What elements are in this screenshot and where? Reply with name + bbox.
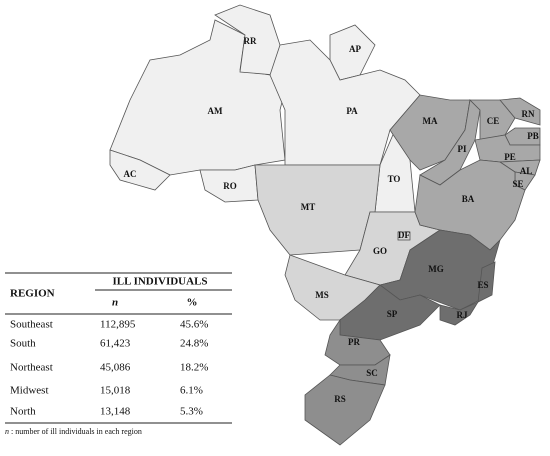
state: [397, 231, 411, 241]
map: [109, 4, 541, 446]
state-label: RR: [244, 36, 257, 46]
state-label: TO: [388, 174, 401, 184]
state-label: AL: [520, 166, 533, 176]
state: [339, 284, 441, 341]
row-label: South: [10, 338, 36, 350]
column-header: REGION: [10, 288, 55, 300]
state-label: PE: [504, 152, 516, 162]
state-label: RN: [522, 109, 535, 119]
footnote: : number of ill individuals in each regi…: [11, 427, 142, 436]
state: [109, 149, 171, 191]
row-label: North: [10, 406, 36, 418]
state-label: PB: [527, 131, 539, 141]
state-label: MS: [315, 290, 329, 300]
state: [254, 164, 381, 256]
state-label: SP: [387, 309, 398, 319]
state-label: RJ: [457, 310, 468, 320]
table-body: Southeast 112,895 45.6% South 61,423 24.8% Nor…: [10, 319, 208, 418]
state-label: DF: [398, 230, 410, 240]
state-label: BA: [462, 194, 475, 204]
state-label: AC: [124, 169, 137, 179]
state: [499, 97, 541, 126]
table-cell: 5.3%: [180, 406, 203, 418]
state-label: SE: [512, 179, 523, 189]
table-title: ILL INDIVIDUALS: [112, 276, 207, 288]
table-cell: 6.1%: [180, 385, 203, 397]
state-label: SC: [366, 368, 378, 378]
table-cell: 15,018: [100, 385, 131, 397]
state-label: CE: [487, 116, 500, 126]
state-label: AP: [349, 44, 361, 54]
table-cell: 45,086: [100, 362, 131, 374]
state-label: MT: [301, 202, 316, 212]
state-label: MG: [428, 264, 444, 274]
state: [477, 261, 496, 303]
state-labels: RR AP AM PA MA CE RN PB PI PE AL SE AC RO TO BA MT DF GO MG…: [124, 36, 539, 404]
table-cell: 13,148: [100, 406, 131, 418]
state-label: GO: [373, 246, 387, 256]
state: [269, 39, 421, 166]
footnote-symbol: n: [5, 427, 9, 436]
state-label: RS: [334, 394, 346, 404]
state-label: AM: [208, 106, 223, 116]
table-cell: 18.2%: [180, 362, 208, 374]
state: [439, 301, 480, 326]
column-header: %: [187, 297, 198, 309]
state-label: RO: [223, 181, 237, 191]
state-label: PA: [346, 106, 358, 116]
state-label: ES: [477, 280, 488, 290]
table-cell: 61,423: [100, 338, 131, 350]
column-header: n: [112, 297, 118, 309]
row-label: Midwest: [10, 385, 49, 397]
state-label: PR: [348, 337, 360, 347]
table-cell: 24.8%: [180, 338, 208, 350]
table-cell: 112,895: [100, 319, 136, 331]
state-label: MA: [423, 116, 438, 126]
table-cell: 45.6%: [180, 319, 208, 331]
row-label: Southeast: [10, 319, 53, 331]
state: [304, 374, 386, 446]
row-label: Northeast: [10, 362, 53, 374]
state-label: PI: [458, 144, 467, 154]
table: ILL INDIVIDUALS REGION n % n : number of…: [5, 272, 232, 436]
